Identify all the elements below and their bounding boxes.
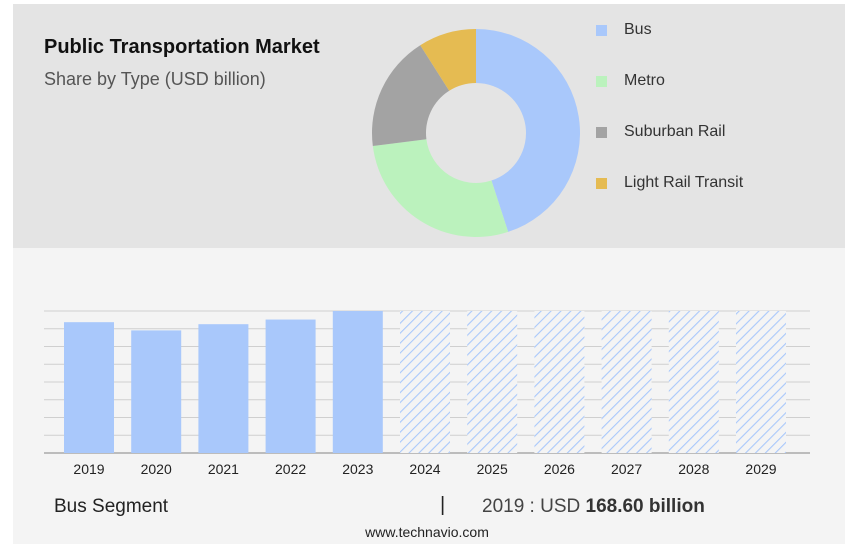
bar-forecast-2028	[668, 311, 719, 453]
legend-label-bus: Bus	[624, 21, 652, 38]
source-link[interactable]: www.technavio.com	[365, 524, 489, 540]
bar-2020	[131, 330, 182, 453]
bar-2022	[265, 319, 316, 453]
segment-label: Bus Segment	[54, 496, 169, 517]
x-tick-label: 2029	[745, 461, 776, 477]
x-tick-label: 2024	[409, 461, 440, 477]
bar-2021	[198, 324, 249, 453]
donut-slice-metro	[372, 139, 509, 237]
x-tick-label: 2021	[208, 461, 239, 477]
segment-value-amount: 168.60 billion	[585, 496, 705, 517]
bar-forecast-2024	[400, 311, 450, 453]
bar-forecast-2026	[534, 311, 585, 453]
bar-forecast-2029	[736, 311, 786, 453]
chart-subtitle: Share by Type (USD billion)	[44, 69, 266, 89]
donut-slice-suburban-rail	[372, 45, 450, 147]
legend-label-light-rail-transit: Light Rail Transit	[624, 174, 744, 191]
x-tick-label: 2026	[544, 461, 575, 477]
segment-value: 2019 : USD 168.60 billion	[482, 496, 705, 518]
legend-label-suburban-rail: Suburban Rail	[624, 123, 726, 140]
legend-item-light-rail-transit: Light Rail Transit	[596, 171, 796, 195]
donut-slice-bus	[476, 29, 580, 232]
x-tick-label: 2019	[73, 461, 104, 477]
x-tick-label: 2025	[477, 461, 508, 477]
x-tick-label: 2022	[275, 461, 306, 477]
donut-chart	[372, 29, 580, 237]
x-tick-label: 2028	[678, 461, 709, 477]
legend-label-metro: Metro	[624, 72, 665, 89]
legend-swatch-suburban-rail	[596, 126, 607, 138]
bar-forecast-2027	[601, 311, 652, 453]
x-tick-label: 2027	[611, 461, 642, 477]
donut-slice-light-rail-transit	[420, 29, 476, 91]
segment-year-prefix: 2019 : USD	[482, 496, 586, 517]
x-tick-label: 2023	[342, 461, 373, 477]
legend-swatch-bus	[596, 24, 607, 36]
x-tick-label: 2020	[141, 461, 172, 477]
bar-2023	[332, 311, 383, 453]
bar-forecast-2025	[467, 311, 518, 453]
legend-item-bus: Bus	[596, 18, 796, 42]
legend-item-suburban-rail: Suburban Rail	[596, 120, 796, 144]
legend-swatch-metro	[596, 75, 607, 87]
bar-2019	[64, 322, 114, 453]
legend-item-metro: Metro	[596, 69, 796, 93]
chart-title: Public Transportation Market	[44, 36, 320, 58]
footer-separator: |	[440, 494, 446, 516]
legend-swatch-light-rail-transit	[596, 177, 607, 189]
bar-chart: 2019 2020 2021 2022 2023 2024 2025 2026 2027 2028…	[44, 310, 810, 477]
